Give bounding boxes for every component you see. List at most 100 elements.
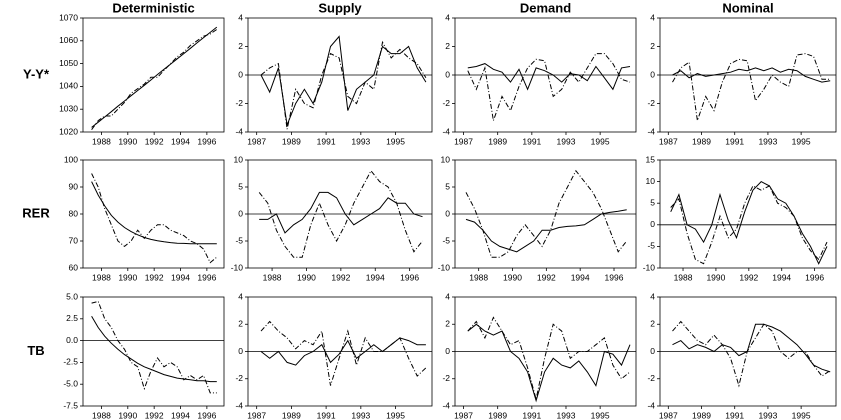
x-tick-label: 1992 [331,272,350,282]
y-tick-label: -2.5 [63,357,78,367]
data-line [467,323,631,403]
y-tick-label: 80 [69,208,79,218]
y-tick-label: -5 [647,241,655,251]
y-tick-label: -7.5 [63,400,78,410]
data-line [672,320,831,388]
y-tick-label: -5.0 [63,378,78,388]
x-tick-label: 1995 [792,410,811,420]
plot-frame [659,159,837,269]
data-line [672,323,831,373]
data-line [91,300,217,394]
column-title: Demand [520,0,571,15]
data-line [467,53,631,121]
data-line [672,67,831,83]
data-line [260,40,427,130]
y-tick-label: 100 [64,154,78,164]
y-tick-label: 2 [238,319,243,329]
x-tick-label: 1989 [692,136,711,146]
y-tick-label: -2 [647,373,655,383]
x-tick-label: 1996 [197,272,216,282]
y-tick-label: 2 [238,41,243,51]
data-line [259,191,423,234]
x-tick-label: 1993 [351,410,370,420]
x-tick-label: 1991 [725,410,744,420]
x-tick-label: 1989 [692,410,711,420]
y-tick-label: -2 [647,98,655,108]
y-tick-label: 2 [445,41,450,51]
y-tick-label: 1060 [59,35,78,45]
plot-frame [82,159,225,269]
x-tick-label: 1996 [400,272,419,282]
row-label: Y-Y* [23,66,50,81]
x-tick-label: 1987 [247,410,266,420]
y-tick-label: 0 [445,69,450,79]
x-tick-label: 1994 [171,136,190,146]
x-tick-label: 1989 [488,136,507,146]
data-line [467,316,631,400]
y-tick-label: -4 [647,400,655,410]
x-tick-label: 1993 [758,410,777,420]
y-tick-label: 4 [238,291,243,301]
y-tick-label: -2 [442,98,450,108]
x-tick-label: 1988 [469,272,488,282]
x-tick-label: 1996 [605,272,624,282]
x-tick-label: 1994 [171,272,190,282]
x-tick-label: 1996 [197,136,216,146]
y-tick-label: 0 [650,219,655,229]
y-tick-label: 10 [441,154,451,164]
data-line [465,169,628,258]
y-tick-label: 0 [238,69,243,79]
row-label: TB [27,343,44,358]
y-tick-label: -4 [235,126,243,136]
data-line [91,28,218,130]
plot-frame [82,17,225,133]
x-tick-label: 1992 [145,410,164,420]
data-line [260,35,427,127]
y-tick-label: 1070 [59,12,78,22]
y-tick-label: 1040 [59,81,78,91]
x-tick-label: 1992 [145,136,164,146]
y-tick-label: 4 [238,12,243,22]
x-tick-label: 1991 [522,410,541,420]
x-tick-label: 1995 [386,410,405,420]
y-tick-label: -10 [643,262,656,272]
y-tick-label: 90 [69,181,79,191]
y-tick-label: 2.5 [66,313,78,323]
data-line [672,53,831,121]
x-tick-label: 1996 [805,272,824,282]
y-tick-label: 0.0 [66,335,78,345]
y-tick-label: 0 [238,346,243,356]
y-tick-label: 5.0 [66,291,78,301]
y-tick-label: 4 [445,291,450,301]
data-line [260,337,426,366]
x-tick-label: 1993 [351,136,370,146]
y-tick-label: -10 [231,262,244,272]
y-tick-label: 2 [445,319,450,329]
y-tick-label: -2 [235,98,243,108]
y-tick-label: -2 [235,373,243,383]
x-tick-label: 1988 [92,136,111,146]
y-tick-label: 1020 [59,126,78,136]
y-tick-label: -5 [235,235,243,245]
x-tick-label: 1995 [591,410,610,420]
x-tick-label: 1992 [537,272,556,282]
data-line [91,173,218,264]
column-title: Deterministic [112,0,194,15]
x-tick-label: 1995 [591,136,610,146]
data-line [670,185,828,265]
x-tick-label: 1995 [792,136,811,146]
x-tick-label: 1994 [366,272,385,282]
x-tick-label: 1987 [247,136,266,146]
x-tick-label: 1991 [317,136,336,146]
data-line [91,315,217,383]
x-tick-label: 1987 [659,136,678,146]
y-tick-label: 2 [650,319,655,329]
data-line [467,63,631,91]
y-tick-label: 10 [234,154,244,164]
y-tick-label: -4 [442,400,450,410]
data-line [465,209,627,253]
x-tick-label: 1992 [739,272,758,282]
row-label: RER [22,205,50,220]
y-tick-label: 10 [646,176,656,186]
x-tick-label: 1990 [118,272,137,282]
